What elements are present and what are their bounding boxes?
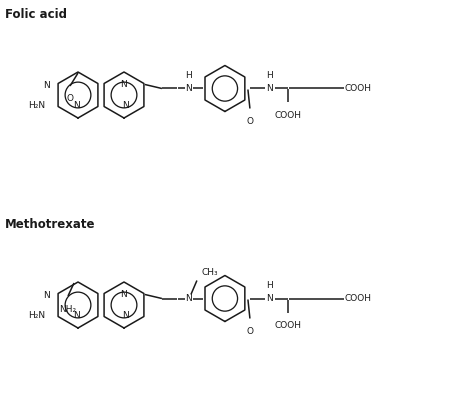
Text: O: O [246,326,254,335]
Text: H₂N: H₂N [28,311,45,320]
Text: Methotrexate: Methotrexate [5,218,95,231]
Text: H: H [266,281,273,290]
Text: COOH: COOH [345,84,372,93]
Text: N: N [120,290,128,299]
Text: H₂N: H₂N [28,101,45,110]
Text: N: N [43,291,50,300]
Text: N: N [185,84,192,93]
Text: Folic acid: Folic acid [5,8,67,21]
Text: N: N [123,311,129,320]
Text: O: O [66,94,73,103]
Text: H: H [266,72,273,81]
Text: N: N [120,80,128,89]
Text: N: N [43,81,50,90]
Text: COOH: COOH [274,110,301,119]
Text: N: N [73,101,81,110]
Text: COOH: COOH [274,321,301,330]
Text: N: N [123,101,129,110]
Text: N: N [266,84,273,93]
Text: COOH: COOH [345,294,372,303]
Text: N: N [266,294,273,303]
Text: H: H [185,72,192,81]
Text: N: N [73,311,81,320]
Text: CH₃: CH₃ [202,268,219,277]
Text: O: O [246,117,254,126]
Text: NH₂: NH₂ [59,305,77,314]
Text: N: N [185,294,192,303]
